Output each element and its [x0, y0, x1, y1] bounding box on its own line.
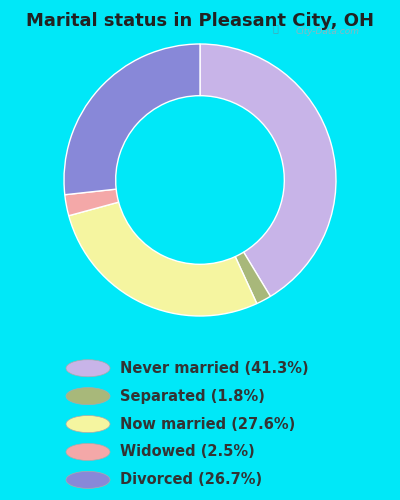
Circle shape	[66, 444, 110, 460]
Text: Marital status in Pleasant City, OH: Marital status in Pleasant City, OH	[26, 12, 374, 30]
Text: Now married (27.6%): Now married (27.6%)	[120, 416, 295, 432]
Circle shape	[66, 416, 110, 432]
Wedge shape	[69, 202, 257, 316]
Wedge shape	[65, 189, 119, 216]
Text: ⓘ: ⓘ	[272, 24, 278, 34]
Text: Divorced (26.7%): Divorced (26.7%)	[120, 472, 262, 488]
Text: Never married (41.3%): Never married (41.3%)	[120, 361, 309, 376]
Text: Separated (1.8%): Separated (1.8%)	[120, 388, 265, 404]
Text: Widowed (2.5%): Widowed (2.5%)	[120, 444, 255, 460]
Wedge shape	[64, 44, 200, 195]
Circle shape	[66, 388, 110, 404]
Wedge shape	[235, 252, 270, 304]
Text: City-Data.com: City-Data.com	[296, 27, 360, 36]
Wedge shape	[200, 44, 336, 296]
Circle shape	[66, 360, 110, 377]
Circle shape	[66, 472, 110, 488]
